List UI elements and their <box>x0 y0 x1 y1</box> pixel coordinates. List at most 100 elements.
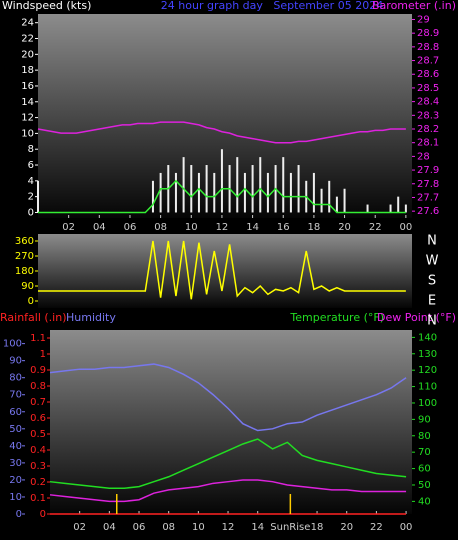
y-tick-label: 0.9 <box>30 365 46 376</box>
x-tick-label: 14 <box>251 522 264 533</box>
bar <box>366 204 369 213</box>
y-tick-label: 10 <box>21 128 34 139</box>
y-tick-label: 0 <box>16 509 22 520</box>
y-tick-label: 70 <box>418 447 431 458</box>
bar <box>266 172 269 213</box>
y-tick-label: 0.7 <box>30 397 46 408</box>
x-tick-label: 08 <box>162 522 175 533</box>
y-tick-label: 30 <box>9 458 22 469</box>
bar <box>190 165 193 213</box>
y-tick-label: 90 <box>9 356 22 367</box>
y-tick-label: 180 <box>15 266 34 277</box>
y-tick-label: 40 <box>418 496 431 507</box>
y-tick-label: 8 <box>28 144 34 155</box>
annotation: SunRise <box>270 522 310 533</box>
bar <box>320 188 323 213</box>
y-tick-label: 60 <box>418 464 431 475</box>
y-tick-label: 28.6 <box>417 69 439 80</box>
bar <box>174 172 177 213</box>
y-tick-label: 140 <box>418 332 437 343</box>
legend-entry: Temperature (°F) <box>289 311 384 324</box>
y-tick-label: 80 <box>9 373 22 384</box>
y-tick-label: 28.8 <box>417 42 439 53</box>
bar <box>205 165 208 213</box>
y-tick-label: 0.1 <box>30 493 46 504</box>
x-tick-label: 22 <box>369 222 382 233</box>
x-tick-label: 12 <box>222 522 235 533</box>
y-tick-label: 130 <box>418 349 437 360</box>
y-tick-label: 28 <box>417 151 430 162</box>
y-tick-label: 20 <box>21 49 34 60</box>
x-tick-label: 00 <box>400 222 413 233</box>
y-tick-label: 27.9 <box>417 165 439 176</box>
y-tick-label: 0.2 <box>30 477 46 488</box>
y-tick-label: 20 <box>9 475 22 486</box>
legend-entry: Humidity <box>66 311 116 324</box>
x-tick-label: 12 <box>216 222 229 233</box>
y-tick-label: 2 <box>28 192 34 203</box>
bar <box>182 157 185 213</box>
y-tick-label: 28.5 <box>417 83 439 94</box>
y-tick-label: 80 <box>418 431 431 442</box>
y-tick-label: 90 <box>21 281 34 292</box>
y-tick-label: 360 <box>15 236 34 247</box>
x-tick-label: 08 <box>154 222 167 233</box>
y-tick-label: 28.4 <box>417 97 439 108</box>
bar <box>37 180 39 213</box>
x-tick-label: 10 <box>185 222 198 233</box>
y-tick-label: 1 <box>40 349 46 360</box>
x-tick-label: 02 <box>62 222 75 233</box>
y-tick-label: 50 <box>9 424 22 435</box>
line <box>49 479 407 503</box>
y-tick-label: 18 <box>21 65 34 76</box>
x-tick-label: 06 <box>133 522 146 533</box>
bar <box>343 188 346 213</box>
line <box>37 121 406 144</box>
y-tick-label: 16 <box>21 81 34 92</box>
legend-entry: Rainfall (.in) <box>0 311 67 324</box>
y-tick-label: 14 <box>21 97 34 108</box>
bar <box>312 172 315 213</box>
y-tick-label: 90 <box>418 414 431 425</box>
x-tick-label: 06 <box>124 222 137 233</box>
y-tick-label: 12 <box>21 113 34 124</box>
y-tick-label: 270 <box>15 251 34 262</box>
x-tick-label: 18 <box>308 222 321 233</box>
bar <box>297 165 300 213</box>
legend-entry: Dew Point (°F) <box>377 311 456 324</box>
y-tick-label: 27.6 <box>417 206 439 217</box>
bar <box>243 172 246 213</box>
y-axis-title: Windspeed (kts) <box>2 0 91 12</box>
y2-axis-title: Barometer (.in) <box>372 0 456 12</box>
y-tick-label: 50 <box>418 480 431 491</box>
x-tick-label: 04 <box>103 522 116 533</box>
line <box>38 240 406 300</box>
y-tick-label: 0.4 <box>30 445 46 456</box>
y-tick-label: 27.8 <box>417 179 439 190</box>
bar <box>389 204 392 213</box>
x-tick-label: 20 <box>340 522 353 533</box>
y-tick-label: 28.1 <box>417 138 439 149</box>
y-tick-label: 24 <box>21 18 34 29</box>
bar <box>213 172 216 213</box>
x-tick-label: 10 <box>192 522 205 533</box>
bar <box>236 157 239 213</box>
x-tick-label: 14 <box>246 222 259 233</box>
compass-label: S <box>428 274 436 289</box>
y-tick-label: 0 <box>28 296 34 307</box>
y-tick-label: 29 <box>417 14 430 25</box>
bar <box>289 172 292 213</box>
chart-title: 24 hour graph day September 05 2024 <box>161 0 383 12</box>
x-tick-label: 04 <box>93 222 106 233</box>
y-tick-label: 22 <box>21 34 34 45</box>
y-tick-label: 0.3 <box>30 461 46 472</box>
bar <box>151 180 154 213</box>
y-tick-label: 100 <box>418 398 437 409</box>
bar <box>328 180 331 213</box>
y-tick-label: 40 <box>9 441 22 452</box>
x-tick-label: 22 <box>370 522 383 533</box>
x-tick-label: 02 <box>73 522 86 533</box>
compass-label: N <box>427 314 437 329</box>
x-tick-label: 20 <box>338 222 351 233</box>
